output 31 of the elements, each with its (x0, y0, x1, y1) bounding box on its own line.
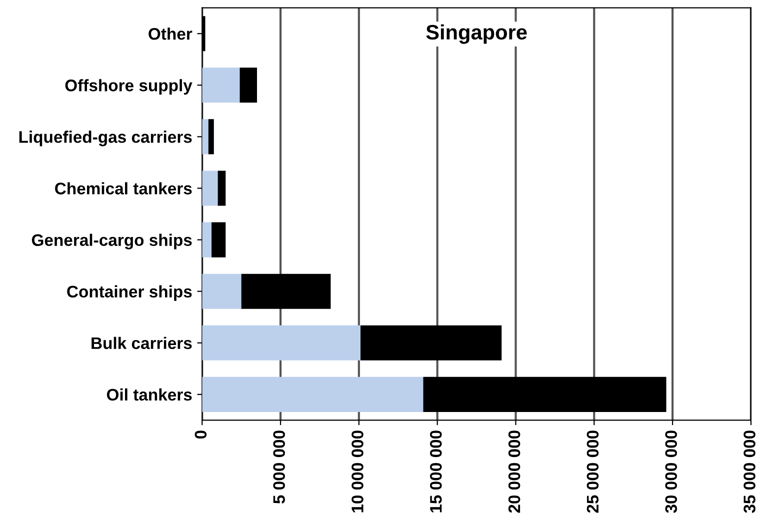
bar (202, 325, 360, 360)
x-tick-label: 0 (194, 430, 207, 439)
y-tick-label: Other (148, 28, 192, 40)
bar (208, 119, 214, 154)
x-tick-label: 35 000 000 (744, 430, 756, 513)
bar (360, 325, 502, 360)
bar (202, 222, 212, 258)
bar (202, 170, 218, 206)
bar (240, 68, 257, 103)
y-tick-label: General-cargo ships (32, 234, 192, 250)
bar (202, 376, 424, 412)
x-tick-label: 30 000 000 (665, 430, 678, 513)
x-tick-label: 20 000 000 (508, 430, 520, 513)
bar (423, 376, 666, 412)
y-tick-label: Chemical tankers (55, 182, 192, 194)
y-tick-label: Liquefied-gas carriers (19, 130, 192, 146)
bar (202, 119, 208, 154)
y-tick-label: Container ships (67, 285, 192, 301)
text: Singapore (426, 24, 527, 44)
bar (202, 274, 242, 309)
bar (212, 222, 226, 258)
bar (218, 170, 226, 206)
bar (202, 68, 240, 103)
y-tick-label: Offshore supply (65, 79, 192, 95)
x-tick-label: 5 000 000 (273, 430, 285, 504)
y-tick-label: Bulk carriers (92, 336, 192, 350)
x-tick-label: 25 000 000 (586, 430, 599, 513)
y-tick-label: Oil tankers (106, 388, 192, 401)
bar (241, 274, 331, 309)
x-tick-label: 15 000 000 (430, 430, 442, 512)
x-tick-label: 10 000 000 (352, 430, 364, 512)
